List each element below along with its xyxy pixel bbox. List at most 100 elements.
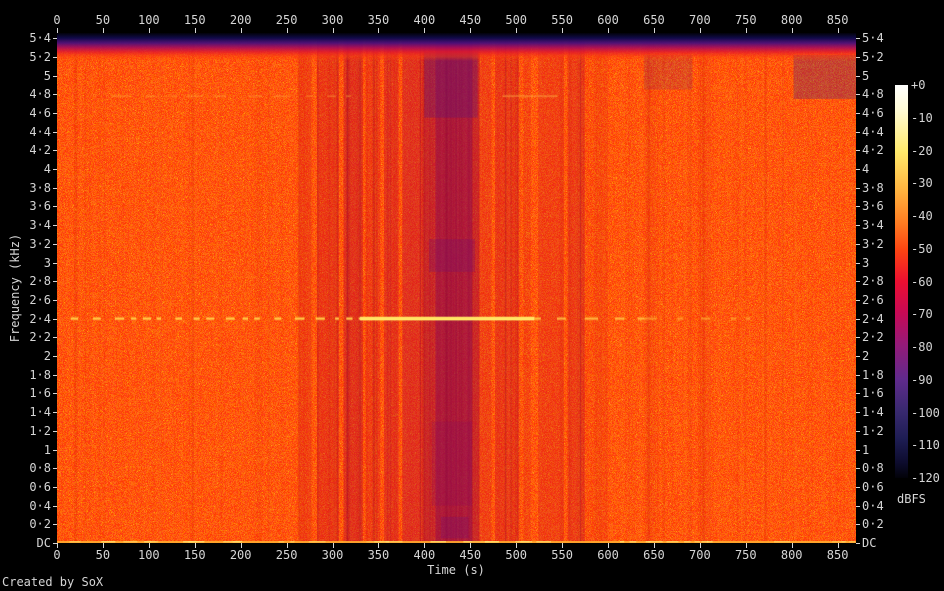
y-tick-label: 0·4	[862, 499, 884, 513]
colorbar-scale	[895, 85, 908, 478]
y-tick-mark	[856, 412, 860, 413]
y-tick-label: 4·2	[862, 143, 884, 157]
colorbar-tick-label: -70	[911, 307, 933, 321]
y-tick-mark	[856, 543, 860, 544]
y-tick-mark	[856, 468, 860, 469]
y-tick-mark	[53, 206, 57, 207]
y-tick-label: 2·6	[862, 293, 884, 307]
y-tick-mark	[53, 300, 57, 301]
y-tick-mark	[53, 57, 57, 58]
y-tick-label: 1·4	[0, 405, 51, 419]
x-tick-mark	[424, 28, 425, 33]
y-tick-label: 1·8	[862, 368, 884, 382]
colorbar-tick-label: -80	[911, 340, 933, 354]
y-tick-label: 2·8	[0, 274, 51, 288]
y-tick-label: 4·8	[0, 87, 51, 101]
colorbar-tick-label: +0	[911, 78, 925, 92]
x-tick-label: 150	[175, 548, 215, 562]
y-tick-mark	[53, 450, 57, 451]
y-tick-label: 2·4	[862, 312, 884, 326]
y-tick-mark	[856, 319, 860, 320]
x-tick-label: 650	[634, 13, 674, 27]
y-tick-label: 2	[0, 349, 51, 363]
y-tick-label: 2·4	[0, 312, 51, 326]
y-tick-mark	[53, 431, 57, 432]
y-tick-label: 4	[0, 162, 51, 176]
y-tick-label: 3·8	[862, 181, 884, 195]
y-tick-label: 1·8	[0, 368, 51, 382]
y-tick-mark	[53, 412, 57, 413]
x-tick-label: 400	[404, 548, 444, 562]
x-tick-label: 150	[175, 13, 215, 27]
y-tick-label: 1·6	[0, 386, 51, 400]
x-tick-label: 750	[726, 548, 766, 562]
x-tick-label: 350	[358, 548, 398, 562]
x-tick-label: 300	[313, 548, 353, 562]
x-tick-label: 550	[542, 548, 582, 562]
x-tick-mark	[378, 28, 379, 33]
sox-credit-text: Created by SoX	[2, 575, 103, 589]
colorbar-tick-label: -20	[911, 144, 933, 158]
y-tick-label: 3·6	[0, 199, 51, 213]
y-tick-label: 3	[0, 256, 51, 270]
y-tick-mark	[53, 375, 57, 376]
y-tick-mark	[856, 206, 860, 207]
y-tick-label: 2·2	[862, 330, 884, 344]
colorbar-tick-label: -100	[911, 406, 940, 420]
y-tick-mark	[856, 450, 860, 451]
x-tick-label: 100	[129, 548, 169, 562]
y-tick-label: 4·4	[0, 125, 51, 139]
y-tick-mark	[53, 244, 57, 245]
x-tick-label: 600	[588, 13, 628, 27]
x-tick-label: 700	[680, 548, 720, 562]
x-tick-mark	[792, 28, 793, 33]
spectrogram-plot	[57, 33, 856, 543]
y-tick-label: 1	[862, 443, 869, 457]
x-tick-mark	[241, 28, 242, 33]
y-tick-mark	[53, 225, 57, 226]
colorbar-tick-label: -120	[911, 471, 940, 485]
y-tick-mark	[856, 431, 860, 432]
y-tick-mark	[53, 468, 57, 469]
y-tick-label: 3·6	[862, 199, 884, 213]
y-tick-label: 3·4	[0, 218, 51, 232]
y-tick-label: 0·2	[862, 517, 884, 531]
x-tick-label: 800	[772, 13, 812, 27]
x-tick-label: 200	[221, 548, 261, 562]
y-tick-label: 3·2	[862, 237, 884, 251]
colorbar-tick-label: -60	[911, 275, 933, 289]
colorbar-tick-label: -90	[911, 373, 933, 387]
y-tick-mark	[856, 169, 860, 170]
y-tick-label: 5	[0, 69, 51, 83]
x-tick-mark	[149, 28, 150, 33]
y-tick-label: DC	[862, 536, 876, 550]
x-tick-mark	[700, 28, 701, 33]
x-tick-label: 500	[496, 548, 536, 562]
y-tick-label: 2·2	[0, 330, 51, 344]
y-tick-mark	[53, 94, 57, 95]
x-tick-label: 400	[404, 13, 444, 27]
x-tick-mark	[516, 28, 517, 33]
y-tick-label: 4·2	[0, 143, 51, 157]
y-tick-label: 0·6	[862, 480, 884, 494]
y-tick-mark	[53, 393, 57, 394]
colorbar-unit-label: dBFS	[897, 492, 926, 506]
y-tick-label: 5·4	[862, 31, 884, 45]
y-tick-mark	[856, 393, 860, 394]
y-tick-mark	[856, 524, 860, 525]
y-tick-label: 0·8	[0, 461, 51, 475]
x-tick-mark	[103, 28, 104, 33]
y-tick-mark	[856, 76, 860, 77]
y-tick-label: 1·2	[0, 424, 51, 438]
y-tick-mark	[53, 263, 57, 264]
x-tick-mark	[333, 28, 334, 33]
colorbar-tick-label: -30	[911, 176, 933, 190]
y-tick-label: 5·2	[862, 50, 884, 64]
y-tick-label: 2·8	[862, 274, 884, 288]
x-tick-label: 50	[83, 548, 123, 562]
colorbar-tick-label: -110	[911, 438, 940, 452]
x-axis-title: Time (s)	[427, 563, 485, 577]
y-tick-label: 5	[862, 69, 869, 83]
x-tick-label: 100	[129, 13, 169, 27]
x-tick-mark	[608, 28, 609, 33]
